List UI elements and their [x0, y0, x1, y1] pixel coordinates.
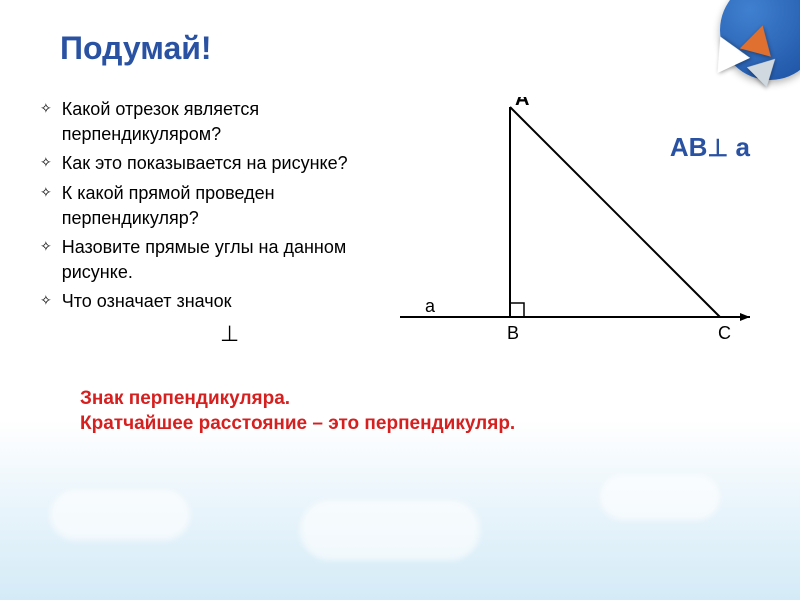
bullet-marker-icon: ✧: [40, 237, 52, 257]
perp-icon: ⊥: [707, 134, 728, 163]
bullet-text: Какой отрезок является перпендикуляром?: [62, 97, 360, 147]
bullet-marker-icon: ✧: [40, 183, 52, 203]
notation-line: а: [736, 132, 750, 162]
bullet-marker-icon: ✧: [40, 99, 52, 119]
arrowhead-icon: [740, 313, 750, 321]
label-b: В: [507, 323, 519, 343]
bullet-marker-icon: ✧: [40, 153, 52, 173]
bullet-item: ✧ Назовите прямые углы на данном рисунке…: [40, 235, 360, 285]
conclusion-line: Кратчайшее расстояние – это перпендикуля…: [80, 412, 760, 437]
bullet-item: ✧ Какой отрезок является перпендикуляром…: [40, 97, 360, 147]
triangle-diagram: АВ⊥ а А В С а: [380, 97, 760, 357]
bullet-text: К какой прямой проведен перпендикуляр?: [62, 181, 360, 231]
bullet-list: ✧ Какой отрезок является перпендикуляром…: [40, 97, 360, 357]
bullet-item: ✧ Что означает значок: [40, 289, 360, 314]
notation-segment: АВ: [670, 132, 708, 162]
label-a: А: [515, 97, 529, 110]
bullet-text: Как это показывается на рисунке?: [62, 151, 348, 176]
conclusion-text: Знак перпендикуляра. Кратчайшее расстоян…: [80, 387, 760, 436]
bullet-text: Что означает значок: [62, 289, 232, 314]
bullet-text: Назовите прямые углы на данном рисунке.: [62, 235, 360, 285]
slide-container: Подумай! ✧ Какой отрезок является перпен…: [0, 0, 800, 600]
perpendicular-notation: АВ⊥ а: [670, 132, 750, 163]
content-area: ✧ Какой отрезок является перпендикуляром…: [40, 97, 760, 357]
bullet-item: ✧ Как это показывается на рисунке?: [40, 151, 360, 176]
slide-title: Подумай!: [60, 30, 760, 67]
perp-symbol: ⊥: [220, 319, 360, 350]
bullet-marker-icon: ✧: [40, 291, 52, 311]
label-c: С: [718, 323, 731, 343]
right-angle-icon: [510, 303, 524, 317]
bullet-item: ✧ К какой прямой проведен перпендикуляр?: [40, 181, 360, 231]
conclusion-line: Знак перпендикуляра.: [80, 387, 760, 412]
label-line-a: а: [425, 296, 436, 316]
